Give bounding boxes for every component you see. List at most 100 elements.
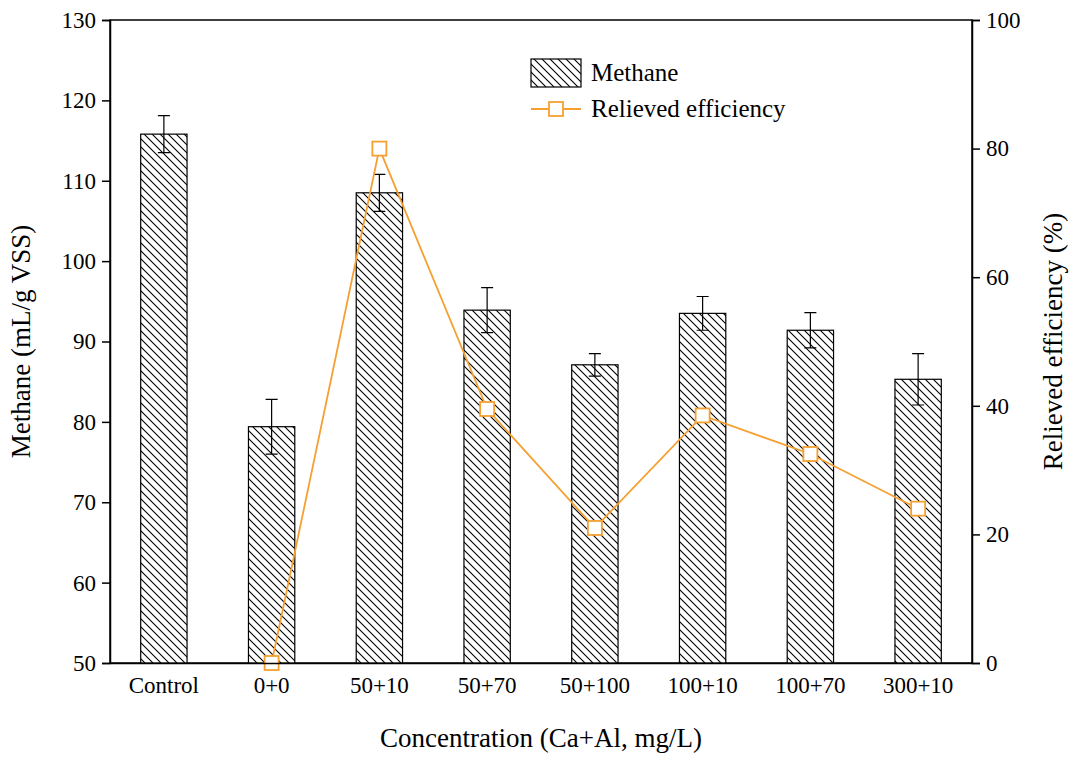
tick: 50+70 bbox=[458, 663, 517, 698]
legend: Methane Relieved efficiency bbox=[531, 59, 786, 122]
line bbox=[272, 149, 919, 663]
bar bbox=[248, 427, 294, 663]
tick-mark bbox=[102, 100, 110, 102]
tick-label: Control bbox=[129, 673, 199, 698]
error-bar bbox=[912, 354, 924, 405]
tick: 40 bbox=[972, 394, 1009, 419]
tick-label: 50+10 bbox=[350, 673, 409, 698]
tick-label: 110 bbox=[62, 169, 96, 194]
tick-mark bbox=[102, 502, 110, 504]
marker bbox=[696, 408, 710, 422]
tick: 100 bbox=[972, 8, 1021, 33]
legend-marker bbox=[549, 102, 563, 116]
marker bbox=[803, 447, 817, 461]
tick-mark bbox=[972, 534, 980, 536]
tick: 50+100 bbox=[560, 663, 630, 698]
bar bbox=[679, 313, 725, 663]
bar bbox=[356, 193, 402, 663]
tick-mark bbox=[972, 406, 980, 408]
axis-line bbox=[111, 663, 973, 665]
tick: 100+10 bbox=[667, 663, 737, 698]
tick-label: 300+10 bbox=[883, 673, 953, 698]
y-axis: 50 60 70 80 90 100 110 120 130 bbox=[62, 8, 111, 676]
tick-label: 0 bbox=[986, 651, 998, 676]
tick: 20 bbox=[972, 522, 1009, 547]
tick-label: 100 bbox=[62, 249, 97, 274]
y2-axis-title: Relieved efficiency (%) bbox=[1038, 213, 1068, 470]
tick-mark bbox=[102, 582, 110, 584]
bar bbox=[464, 310, 510, 663]
y-axis-title: Methane (mL/g VSS) bbox=[6, 225, 36, 458]
tick: 0+0 bbox=[254, 663, 290, 698]
tick: 300+10 bbox=[883, 663, 953, 698]
tick-label: 60 bbox=[73, 570, 96, 595]
tick-mark bbox=[972, 20, 980, 22]
tick-mark bbox=[102, 341, 110, 343]
tick-label: 40 bbox=[986, 394, 1009, 419]
tick: 100 bbox=[62, 249, 111, 274]
tick-label: 100+70 bbox=[775, 673, 845, 698]
marker bbox=[911, 502, 925, 516]
tick-label: 90 bbox=[73, 329, 96, 354]
error-bar bbox=[266, 399, 278, 454]
tick-mark bbox=[102, 663, 110, 665]
bar bbox=[141, 134, 187, 663]
error-bar bbox=[373, 174, 385, 211]
tick: 50+10 bbox=[350, 663, 409, 698]
tick-label: 130 bbox=[62, 8, 97, 33]
tick-label: 80 bbox=[986, 136, 1009, 161]
tick-label: 0+0 bbox=[254, 673, 290, 698]
axis-line bbox=[973, 21, 981, 664]
tick: 80 bbox=[972, 136, 1009, 161]
tick: 120 bbox=[62, 88, 111, 113]
legend-label: Methane bbox=[591, 59, 678, 86]
legend-item: Methane bbox=[531, 59, 678, 87]
tick-label: 100+10 bbox=[667, 673, 737, 698]
tick-label: 50 bbox=[73, 651, 96, 676]
tick-mark bbox=[102, 422, 110, 424]
tick-label: 50+100 bbox=[560, 673, 630, 698]
tick-label: 60 bbox=[986, 265, 1009, 290]
tick-label: 50+70 bbox=[458, 673, 517, 698]
error-bar bbox=[697, 296, 709, 330]
tick-label: 100 bbox=[986, 8, 1021, 33]
error-bar bbox=[481, 288, 493, 333]
marker bbox=[480, 402, 494, 416]
tick: 0 bbox=[972, 651, 998, 676]
tick-mark bbox=[972, 663, 980, 665]
tick: 60 bbox=[73, 570, 110, 595]
tick: Control bbox=[129, 663, 199, 698]
tick: 130 bbox=[62, 8, 111, 33]
tick: 50 bbox=[73, 651, 110, 676]
tick: 80 bbox=[73, 410, 110, 435]
tick-mark bbox=[102, 181, 110, 183]
tick: 90 bbox=[73, 329, 110, 354]
tick-label: 20 bbox=[986, 522, 1009, 547]
marker bbox=[372, 142, 386, 156]
plot: Control 0+0 50+10 50+70 50+100 100+10 100+70 30… bbox=[6, 8, 1068, 753]
bar bbox=[787, 330, 833, 663]
tick-mark bbox=[102, 20, 110, 22]
marks bbox=[141, 116, 942, 670]
legend-item: Relieved efficiency bbox=[531, 95, 786, 122]
tick-mark bbox=[972, 148, 980, 150]
y2-axis: 0 20 40 60 80 100 bbox=[972, 8, 1021, 676]
marker bbox=[588, 521, 602, 535]
tick-label: 70 bbox=[73, 490, 96, 515]
bar bbox=[895, 379, 941, 663]
error-bar bbox=[589, 354, 601, 377]
legend-swatch bbox=[531, 59, 581, 87]
error-bar bbox=[804, 313, 816, 348]
chart: Control 0+0 50+10 50+70 50+100 100+10 100+70 30… bbox=[0, 0, 1080, 762]
error-bar bbox=[158, 116, 170, 153]
tick-label: 80 bbox=[73, 410, 96, 435]
bar bbox=[572, 365, 618, 663]
axis-line bbox=[102, 21, 111, 664]
tick: 60 bbox=[972, 265, 1009, 290]
tick: 70 bbox=[73, 490, 110, 515]
plot-frame bbox=[110, 20, 972, 663]
tick: 100+70 bbox=[775, 663, 845, 698]
tick-mark bbox=[102, 261, 110, 263]
legend-label: Relieved efficiency bbox=[591, 95, 786, 122]
x-axis-title: Concentration (Ca+Al, mg/L) bbox=[380, 723, 702, 753]
